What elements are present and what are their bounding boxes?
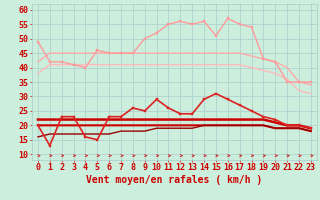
X-axis label: Vent moyen/en rafales ( km/h ): Vent moyen/en rafales ( km/h ): [86, 175, 262, 185]
